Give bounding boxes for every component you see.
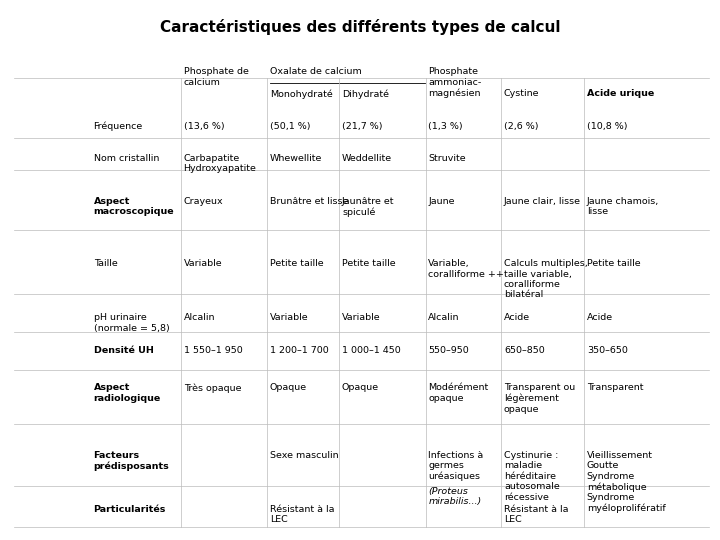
Text: 1 000–1 450: 1 000–1 450 (342, 346, 401, 355)
Text: Phosphate de
calcium: Phosphate de calcium (184, 68, 248, 87)
Text: Acide: Acide (587, 313, 613, 322)
Text: Opaque: Opaque (270, 383, 307, 393)
Text: Jaune clair, lisse: Jaune clair, lisse (504, 197, 581, 206)
Text: (13,6 %): (13,6 %) (184, 122, 224, 131)
Text: Carbapatite
Hydroxyapatite: Carbapatite Hydroxyapatite (184, 154, 256, 173)
Text: Petite taille: Petite taille (342, 259, 395, 268)
Text: Acide: Acide (504, 313, 530, 322)
Text: 1 550–1 950: 1 550–1 950 (184, 346, 243, 355)
Text: Particularités: Particularités (94, 505, 166, 514)
Text: (Proteus
mirabilis...): (Proteus mirabilis...) (428, 487, 482, 506)
Text: Caractéristiques des différents types de calcul: Caractéristiques des différents types de… (160, 19, 560, 35)
Text: Cystine: Cystine (504, 89, 539, 98)
Text: 350–650: 350–650 (587, 346, 628, 355)
Text: Dihydraté: Dihydraté (342, 89, 389, 99)
Text: 550–950: 550–950 (428, 346, 469, 355)
Text: Variable: Variable (184, 259, 222, 268)
Text: Nom cristallin: Nom cristallin (94, 154, 159, 163)
Text: Infections à
germes
uréasiques: Infections à germes uréasiques (428, 451, 484, 492)
Text: Densité UH: Densité UH (94, 346, 153, 355)
Text: Facteurs
prédisposants: Facteurs prédisposants (94, 451, 169, 471)
Text: Cystinurie :
maladie
héréditaire
autosomale
récessive: Cystinurie : maladie héréditaire autosom… (504, 451, 559, 502)
Text: Variable,
coralliforme ++: Variable, coralliforme ++ (428, 259, 504, 279)
Text: Taille: Taille (94, 259, 117, 268)
Text: (10,8 %): (10,8 %) (587, 122, 627, 131)
Text: Très opaque: Très opaque (184, 383, 241, 393)
Text: Résistant à la
LEC: Résistant à la LEC (504, 505, 569, 524)
Text: Fréquence: Fréquence (94, 122, 143, 131)
Text: Monohydraté: Monohydraté (270, 89, 333, 99)
Text: Petite taille: Petite taille (270, 259, 323, 268)
Text: Alcalin: Alcalin (428, 313, 460, 322)
Text: Whewellite: Whewellite (270, 154, 323, 163)
Text: Opaque: Opaque (342, 383, 379, 393)
Text: Acide urique: Acide urique (587, 89, 654, 98)
Text: pH urinaire
(normale = 5,8): pH urinaire (normale = 5,8) (94, 313, 169, 333)
Text: Petite taille: Petite taille (587, 259, 640, 268)
Text: (21,7 %): (21,7 %) (342, 122, 382, 131)
Text: Calculs multiples,
taille variable,
coralliforme
bilatéral: Calculs multiples, taille variable, cora… (504, 259, 588, 299)
Text: Vieillissement
Goutte
Syndrome
métabolique
Syndrome
myéloprolifératif: Vieillissement Goutte Syndrome métaboliq… (587, 451, 665, 513)
Text: Crayeux: Crayeux (184, 197, 223, 206)
Text: Jaune: Jaune (428, 197, 455, 206)
Text: Modérément
opaque: Modérément opaque (428, 383, 489, 403)
Text: Oxalate de calcium: Oxalate de calcium (270, 68, 361, 77)
Text: Jaune chamois,
lisse: Jaune chamois, lisse (587, 197, 659, 217)
Text: Brunâtre et lisse: Brunâtre et lisse (270, 197, 348, 206)
Text: (50,1 %): (50,1 %) (270, 122, 310, 131)
Text: Jaunâtre et
spiculé: Jaunâtre et spiculé (342, 197, 395, 217)
Text: 1 200–1 700: 1 200–1 700 (270, 346, 329, 355)
Text: (2,6 %): (2,6 %) (504, 122, 539, 131)
Text: Alcalin: Alcalin (184, 313, 215, 322)
Text: Transparent ou
légèrement
opaque: Transparent ou légèrement opaque (504, 383, 575, 414)
Text: Phosphate
ammoniac-
magnésien: Phosphate ammoniac- magnésien (428, 68, 482, 98)
Text: Résistant à la
LEC: Résistant à la LEC (270, 505, 335, 524)
Text: Variable: Variable (342, 313, 381, 322)
Text: Variable: Variable (270, 313, 309, 322)
Text: Aspect
radiologique: Aspect radiologique (94, 383, 161, 403)
Text: Transparent: Transparent (587, 383, 643, 393)
Text: Aspect
macroscopique: Aspect macroscopique (94, 197, 174, 217)
Text: 650–850: 650–850 (504, 346, 545, 355)
Text: Weddellite: Weddellite (342, 154, 392, 163)
Text: Sexe masculin: Sexe masculin (270, 451, 338, 460)
Text: Struvite: Struvite (428, 154, 466, 163)
Text: (1,3 %): (1,3 %) (428, 122, 463, 131)
